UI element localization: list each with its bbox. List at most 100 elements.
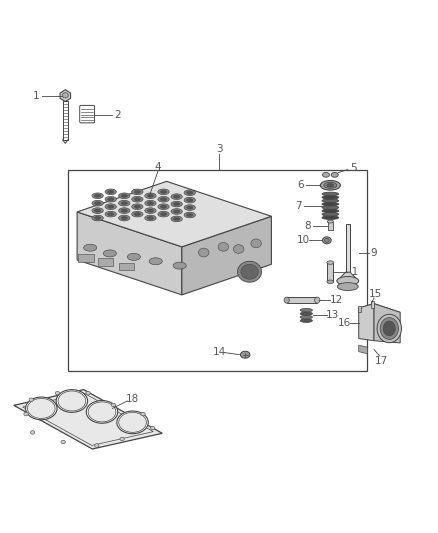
Ellipse shape [84,244,97,251]
Ellipse shape [92,193,103,199]
Bar [327,263,333,282]
Ellipse shape [322,206,339,209]
Ellipse shape [92,208,103,213]
Ellipse shape [117,411,148,434]
Ellipse shape [95,444,99,447]
Ellipse shape [331,172,338,177]
Ellipse shape [198,248,209,257]
Ellipse shape [28,398,55,418]
Ellipse shape [184,190,195,196]
Ellipse shape [187,199,193,201]
Ellipse shape [300,309,312,312]
FancyBboxPatch shape [80,106,95,123]
Ellipse shape [108,205,114,208]
Ellipse shape [173,203,180,206]
Ellipse shape [324,182,337,188]
Ellipse shape [88,402,116,422]
Ellipse shape [160,213,167,216]
Ellipse shape [95,201,101,205]
Ellipse shape [322,192,339,196]
Ellipse shape [173,217,180,221]
Ellipse shape [150,426,155,430]
Ellipse shape [145,200,156,206]
Ellipse shape [187,213,193,216]
Ellipse shape [119,208,130,213]
Text: 11: 11 [346,267,359,277]
Ellipse shape [121,201,127,205]
Ellipse shape [158,204,169,209]
Bar [346,224,350,272]
Text: 8: 8 [304,221,311,231]
Ellipse shape [337,277,359,285]
Ellipse shape [377,314,402,343]
Text: 16: 16 [338,318,351,328]
Ellipse shape [29,398,33,401]
Ellipse shape [105,204,117,209]
Ellipse shape [86,391,90,395]
Ellipse shape [300,319,312,322]
Ellipse shape [108,213,114,216]
Ellipse shape [173,262,186,269]
Text: 13: 13 [326,310,339,320]
Bar [287,297,317,303]
Ellipse shape [380,318,399,340]
Ellipse shape [337,282,358,290]
Ellipse shape [145,193,156,199]
Ellipse shape [121,194,127,197]
Ellipse shape [134,198,141,201]
Ellipse shape [145,208,156,213]
Ellipse shape [119,215,130,221]
Ellipse shape [147,194,154,197]
Ellipse shape [300,316,312,319]
Ellipse shape [147,201,154,205]
Polygon shape [359,304,400,317]
Ellipse shape [325,238,329,243]
Ellipse shape [187,206,193,209]
Polygon shape [374,304,400,343]
Ellipse shape [105,197,117,202]
Ellipse shape [105,189,117,195]
Ellipse shape [92,200,103,206]
Ellipse shape [218,243,229,251]
Text: 12: 12 [329,295,343,305]
Ellipse shape [119,413,146,432]
Ellipse shape [327,280,334,284]
Text: 10: 10 [297,235,310,245]
Ellipse shape [322,203,339,206]
Ellipse shape [322,213,339,216]
Ellipse shape [320,181,340,190]
Ellipse shape [171,194,182,199]
Ellipse shape [95,216,101,220]
Ellipse shape [121,209,127,212]
Polygon shape [359,304,374,341]
Ellipse shape [95,209,101,212]
Ellipse shape [233,245,244,253]
Ellipse shape [132,211,143,217]
Ellipse shape [184,212,195,218]
Ellipse shape [103,250,117,257]
Ellipse shape [95,194,101,197]
Ellipse shape [327,261,334,264]
Ellipse shape [171,216,182,222]
Ellipse shape [322,199,339,203]
Bar [358,306,361,312]
Ellipse shape [327,220,333,223]
Ellipse shape [86,400,118,423]
Bar [68,171,367,372]
Polygon shape [359,345,367,354]
Text: 6: 6 [297,180,304,190]
Ellipse shape [30,431,35,434]
Ellipse shape [314,297,320,303]
Text: 5: 5 [350,163,357,173]
Bar [119,263,134,270]
Text: 9: 9 [371,248,377,259]
Ellipse shape [25,397,57,420]
Ellipse shape [132,204,143,209]
Ellipse shape [237,261,261,282]
Ellipse shape [322,172,329,177]
Polygon shape [14,390,162,449]
Ellipse shape [119,200,130,206]
Ellipse shape [160,190,167,193]
Ellipse shape [145,215,156,221]
Ellipse shape [105,211,117,217]
